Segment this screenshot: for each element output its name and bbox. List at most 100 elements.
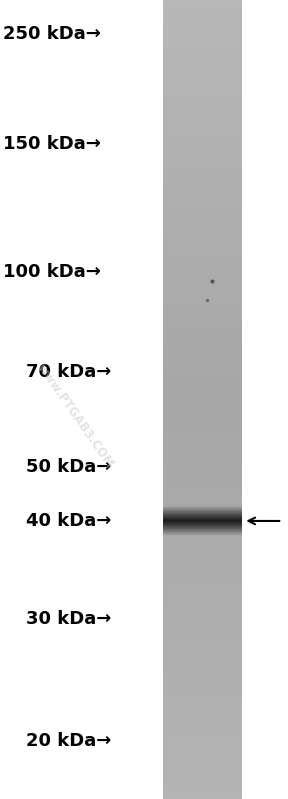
Bar [163,195,242,198]
Bar [163,642,242,646]
Bar [163,137,242,140]
Bar [163,678,242,681]
Bar [163,47,242,50]
Bar [163,638,242,641]
Bar [163,780,242,783]
Bar [163,625,242,627]
Bar [163,676,242,679]
Bar [163,39,242,42]
Bar [163,644,242,647]
Bar [163,721,242,723]
Bar [163,601,242,603]
Bar [163,620,242,623]
Bar [163,351,242,353]
Bar [163,58,242,60]
Text: 70 kDa→: 70 kDa→ [26,363,111,380]
Bar [163,19,242,22]
Bar [163,277,242,280]
Bar [163,295,242,298]
Bar [163,252,242,256]
Bar [163,650,242,654]
Bar [163,500,242,503]
Bar [163,171,242,174]
Bar [163,628,242,631]
Bar [163,722,242,725]
Bar [163,460,242,463]
Bar [163,7,242,10]
Bar [163,786,242,789]
Bar [163,602,242,606]
Bar [163,183,242,186]
Bar [163,577,242,579]
Bar [163,74,242,76]
Bar [163,431,242,433]
Bar [163,543,242,545]
Bar [163,762,242,765]
Text: 20 kDa→: 20 kDa→ [26,733,111,750]
Bar [163,260,242,264]
Bar [163,654,242,657]
Bar [163,772,242,775]
Bar [163,169,242,172]
Bar [163,91,242,94]
Bar [163,221,242,224]
Bar [163,729,242,731]
Bar [163,574,242,577]
Bar [163,197,242,200]
Bar [163,714,242,718]
Bar [163,355,242,358]
Bar [163,633,242,635]
Bar [163,161,242,164]
Bar [163,664,242,667]
Bar [163,347,242,350]
Bar [163,63,242,66]
Bar [163,78,242,80]
Bar [163,51,242,54]
Bar [163,157,242,160]
Bar [163,395,242,398]
Bar [163,496,242,499]
Bar [163,207,242,209]
Bar [163,343,242,345]
Bar [163,428,242,431]
Bar [163,107,242,109]
Bar [163,15,242,18]
Bar [163,572,242,575]
Bar [163,293,242,296]
Bar [163,559,242,561]
Bar [163,698,242,702]
Bar [163,62,242,64]
Bar [163,503,242,506]
Bar [163,42,242,44]
Bar [163,480,242,483]
Bar [163,377,242,380]
Bar [163,423,242,425]
Bar [163,465,242,467]
Bar [163,517,242,519]
Bar [163,524,242,527]
Bar [163,684,242,687]
Bar [163,331,242,334]
Bar [163,686,242,689]
Bar [163,385,242,388]
Bar [163,289,242,292]
Bar [163,732,242,735]
Bar [163,111,242,113]
Bar [163,420,242,423]
Bar [163,189,242,192]
Bar [163,225,242,228]
Bar [163,412,242,415]
Bar [163,27,242,30]
Bar [163,794,242,797]
Bar [163,249,242,252]
Bar [163,241,242,244]
Bar [163,777,242,779]
Bar [163,708,242,711]
Bar [163,125,242,128]
Bar [163,774,242,777]
Bar [163,598,242,601]
Bar [163,441,242,443]
Bar [163,239,242,241]
Bar [163,718,242,721]
Bar [163,307,242,309]
